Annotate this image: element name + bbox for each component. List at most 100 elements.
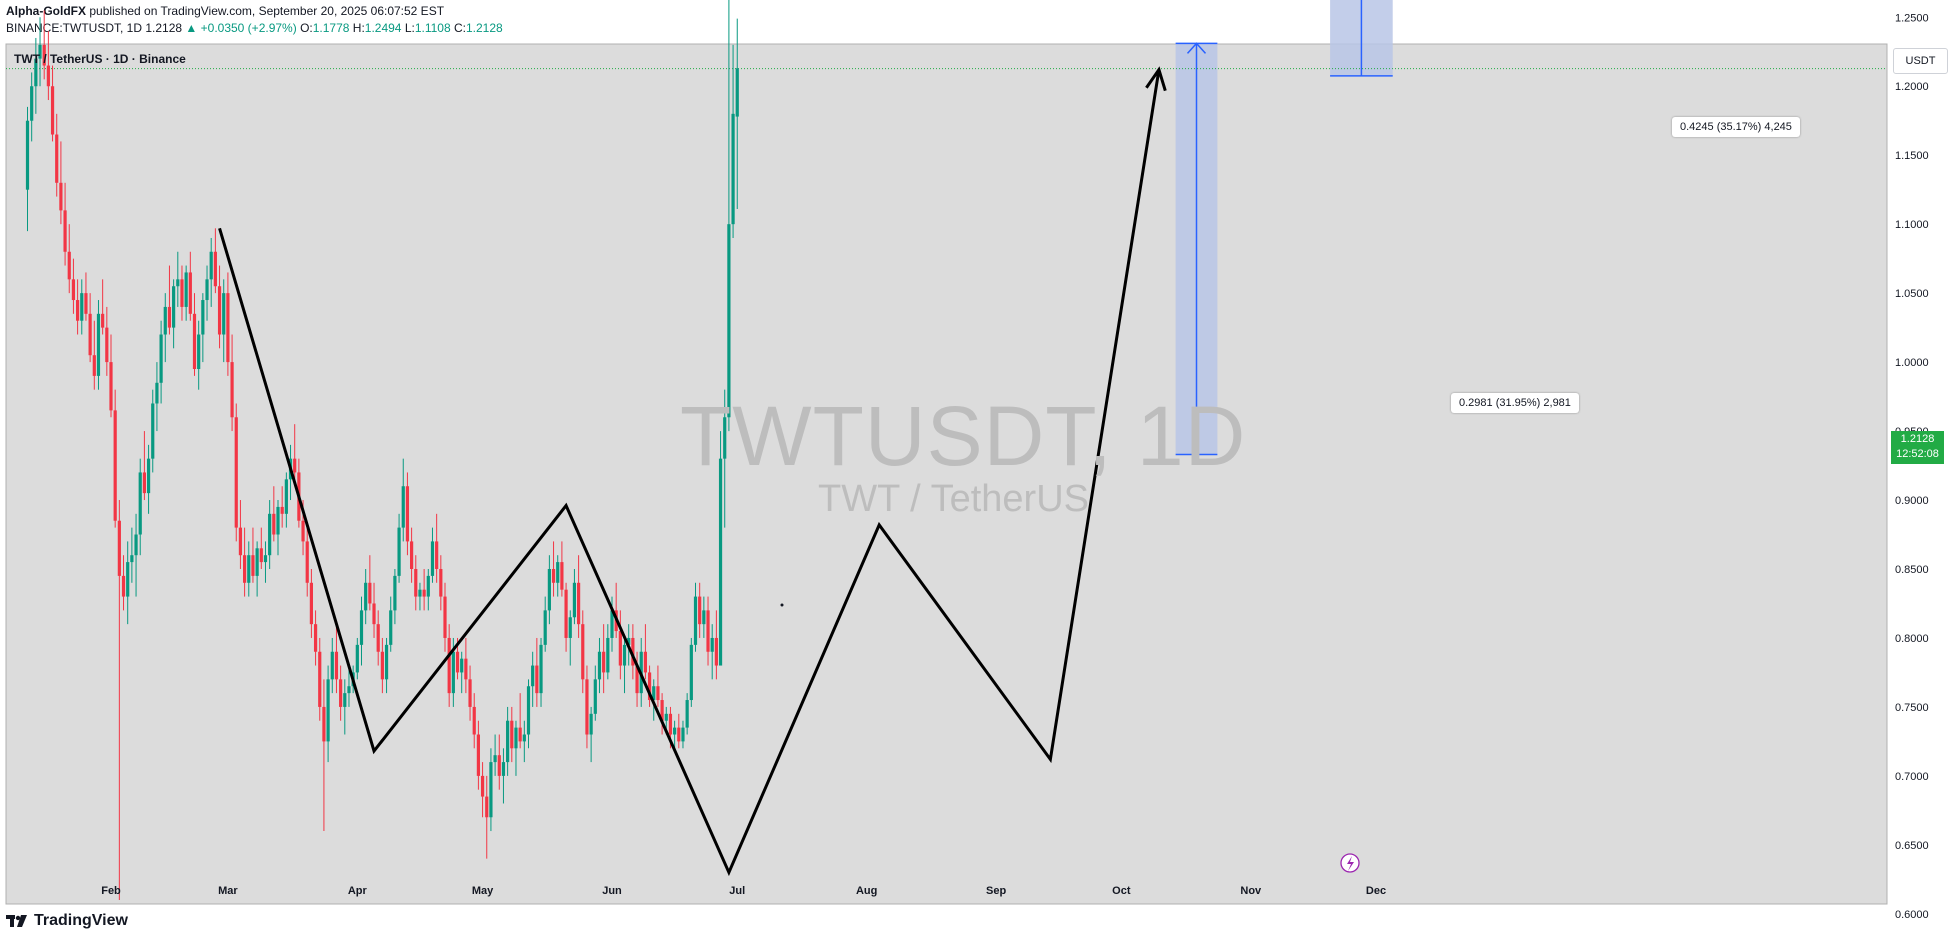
candle-body [589, 713, 593, 735]
candle [113, 389, 117, 528]
candle-body [339, 679, 343, 707]
candle-body [372, 603, 376, 625]
candle-body [723, 417, 727, 459]
candle [405, 472, 410, 556]
plot-area[interactable] [5, 43, 1888, 905]
currency-button[interactable]: USDT [1893, 48, 1948, 74]
time-axis[interactable]: Feb Mar Apr May Jun Jul Aug Sep Oct Nov Dec [101, 885, 1386, 897]
candle-body [359, 610, 364, 645]
candle [731, 44, 735, 238]
candle-body [497, 755, 501, 776]
candle [88, 293, 92, 363]
candle-body [284, 479, 288, 514]
candle-body [618, 631, 622, 666]
y-tick-label: 0.7000 [1895, 771, 1929, 783]
candle-body [230, 362, 234, 418]
y-tick-label: 0.9000 [1895, 495, 1929, 507]
candle [414, 555, 418, 611]
stray-dot [780, 603, 784, 607]
lightning-icon[interactable] [1340, 853, 1360, 873]
candle [368, 555, 372, 611]
candle [293, 424, 297, 487]
candle [622, 637, 627, 694]
candle-body [514, 727, 518, 749]
y-tick-label: 0.6000 [1895, 909, 1929, 921]
candle [447, 624, 451, 707]
candle [593, 665, 597, 721]
candle [547, 555, 551, 625]
candle [510, 706, 514, 763]
candle-body [535, 665, 539, 694]
candle-body [63, 210, 67, 252]
candle [339, 665, 343, 721]
footer: TradingView [6, 912, 128, 930]
chart-title: TWT / TetherUS · 1D · Binance [14, 52, 186, 66]
candle-body [593, 679, 597, 714]
candle-body [80, 293, 84, 321]
candle [146, 444, 151, 514]
candle [163, 293, 167, 363]
candle [656, 665, 660, 707]
candle [635, 651, 639, 707]
candle-body [276, 506, 280, 535]
candle-body [334, 651, 339, 680]
candle [631, 624, 635, 680]
candle [347, 665, 351, 707]
candle [180, 265, 184, 321]
candle-body [464, 658, 468, 680]
candle [560, 541, 564, 597]
candle-body [480, 775, 485, 797]
measure-layer [1175, 0, 1393, 456]
candle-body [130, 555, 134, 563]
candle [422, 568, 426, 611]
candle [251, 527, 255, 583]
candle-body [151, 403, 155, 459]
candle [84, 272, 88, 321]
candle [222, 279, 226, 363]
candle-body [606, 637, 610, 673]
candle [581, 610, 585, 694]
x-tick-label: Jun [602, 885, 622, 897]
measure-label-1: 0.2981 (31.95%) 2,981 [1451, 393, 1579, 413]
candle-body [476, 734, 480, 776]
candle-body [597, 651, 602, 680]
y-tick-label: 0.7500 [1895, 702, 1929, 714]
candle-body [222, 293, 226, 335]
candle [259, 527, 263, 569]
candle [702, 596, 706, 638]
candle [318, 637, 322, 721]
candle [226, 272, 230, 376]
candle-body [176, 279, 180, 287]
candle [34, 37, 38, 114]
candle-body [668, 713, 673, 735]
measure-label-2: 0.4245 (35.17%) 4,245 [1672, 117, 1800, 137]
candle-body [126, 562, 130, 597]
price-axis[interactable]: 1.70001.65001.60001.55001.50001.45001.40… [1895, 0, 1929, 921]
candle-body [84, 293, 88, 314]
candle-body [197, 334, 201, 369]
candle-body [155, 382, 159, 404]
candle [309, 568, 313, 638]
candle [38, 17, 42, 87]
candle-body [192, 313, 197, 369]
candle-body [263, 555, 268, 563]
candle [714, 610, 718, 680]
x-tick-label: Oct [1112, 885, 1131, 897]
watermark-name: TWT / TetherUS [818, 478, 1089, 520]
candle [589, 706, 593, 763]
candle-body [322, 706, 326, 742]
candle-body [159, 334, 163, 383]
candle-body [635, 665, 639, 694]
candle-body [702, 610, 706, 625]
candle-body [451, 651, 455, 694]
candle-body [422, 589, 426, 597]
x-tick-label: Sep [986, 885, 1006, 897]
candle-body [205, 279, 209, 301]
candle [313, 610, 318, 666]
brand-name[interactable]: TradingView [34, 912, 128, 929]
candle [234, 403, 238, 542]
author-name[interactable]: Alpha-GoldFX [6, 4, 86, 18]
candle [673, 720, 677, 749]
candle [514, 720, 518, 776]
